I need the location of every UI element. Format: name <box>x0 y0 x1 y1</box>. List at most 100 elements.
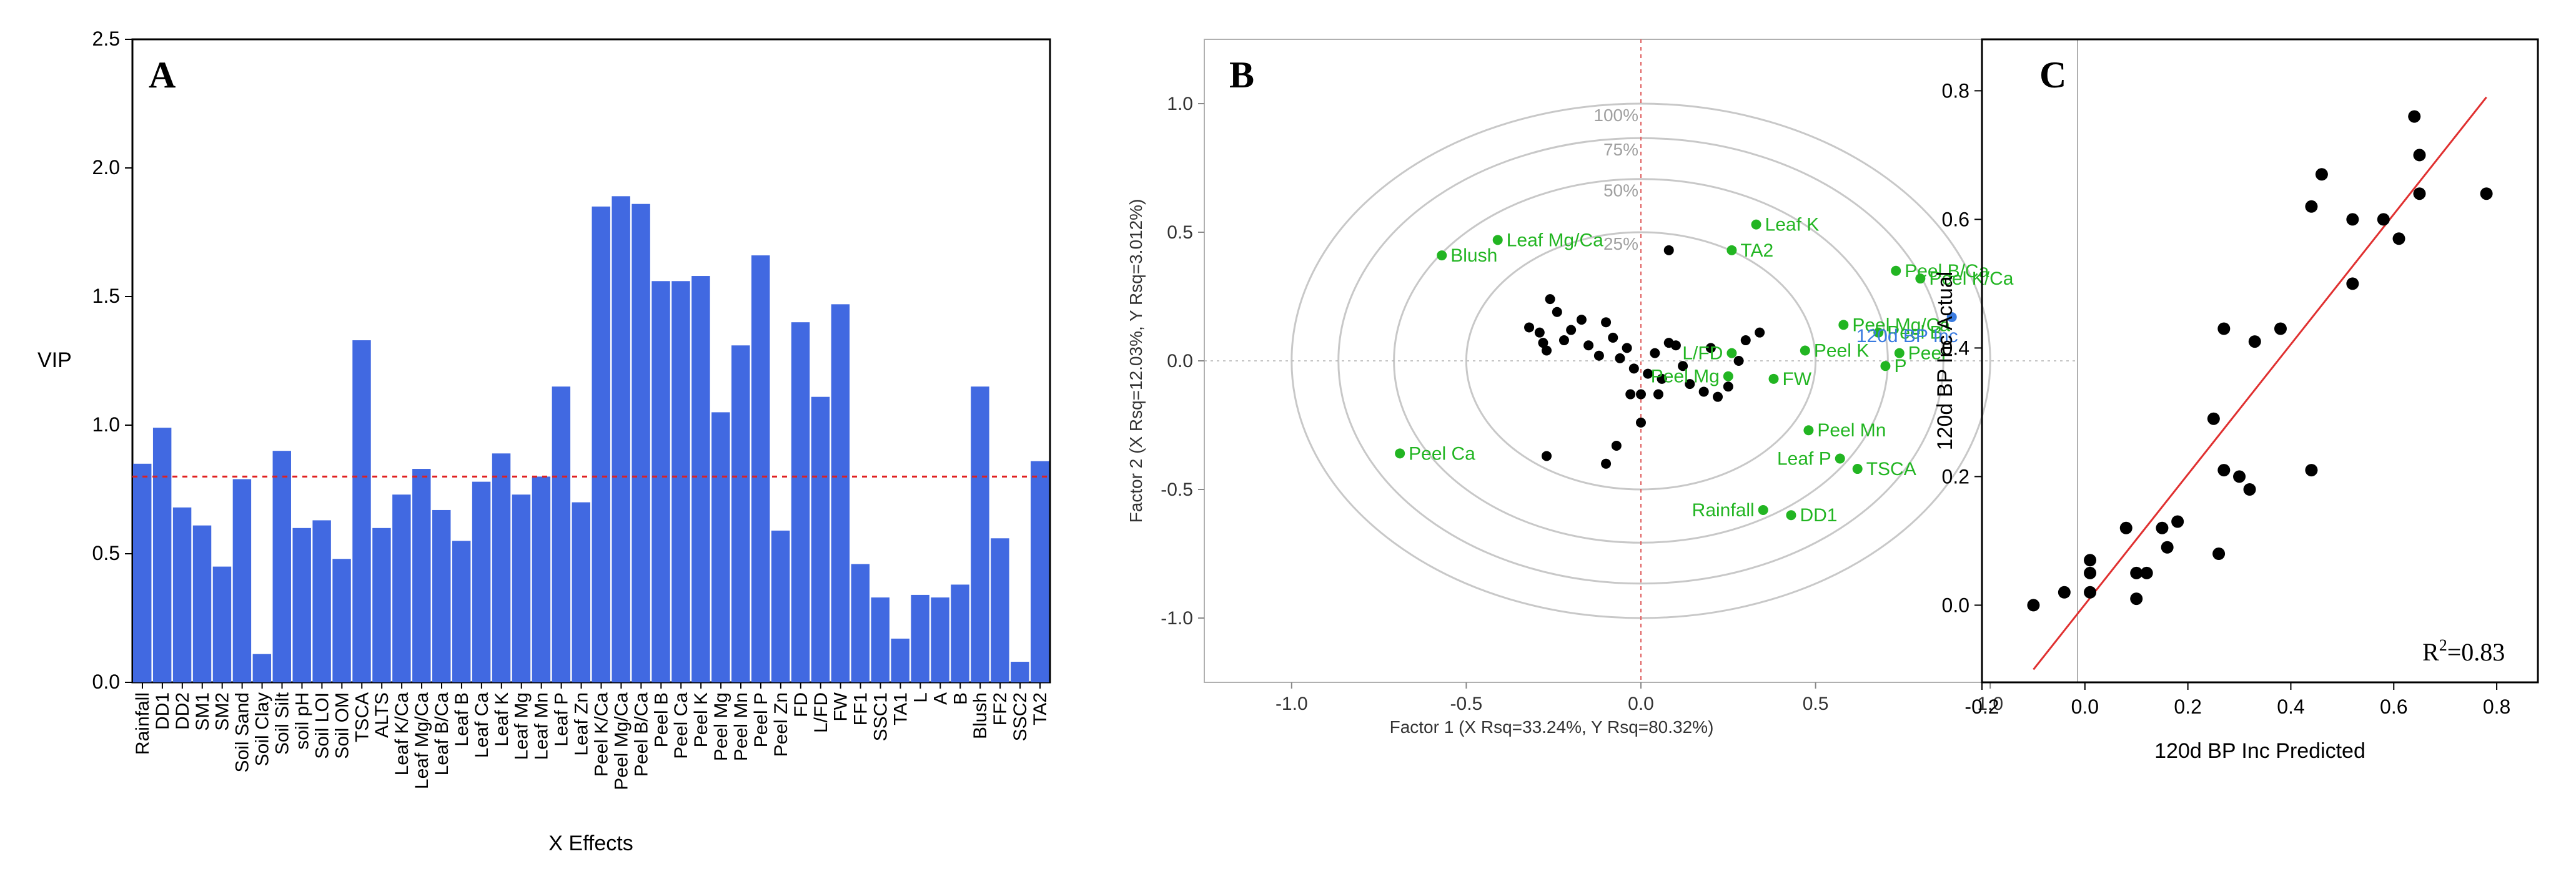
x-tick-label: Peel B/Ca <box>631 692 651 777</box>
data-point <box>2305 200 2318 213</box>
x-tick-label: SSC1 <box>871 692 891 741</box>
x-tick-label: Leaf Mg/Ca <box>412 692 432 789</box>
x-tick-label: Peel P <box>751 692 771 747</box>
panel-b-xlabel: Factor 1 (X Rsq=33.24%, Y Rsq=80.32%) <box>1390 717 1714 737</box>
loading-label: Blush <box>1450 245 1497 266</box>
data-point <box>2233 470 2246 483</box>
x-tick-label: 0.0 <box>2071 695 2099 718</box>
vip-bar <box>831 304 850 682</box>
x-tick-label: DD2 <box>172 692 193 730</box>
x-tick-label: A <box>930 692 951 705</box>
vip-bar <box>512 494 531 682</box>
score-point <box>1622 343 1632 353</box>
y-tick-label: 0.0 <box>1167 351 1193 371</box>
panel-b-ylabel: Factor 2 (X Rsq=12.03%, Y Rsq=3.012%) <box>1126 199 1146 523</box>
score-point <box>1593 350 1604 361</box>
vip-bar <box>432 509 451 682</box>
loading-point <box>1873 327 1884 338</box>
data-point <box>2392 232 2405 245</box>
panel-c-fit-line <box>2033 96 2487 670</box>
circle-label: 75% <box>1603 140 1638 159</box>
data-point <box>2119 521 2133 534</box>
vip-bar <box>412 469 431 682</box>
y-tick-label: 0.0 <box>1942 594 1969 616</box>
x-tick-label: SSC2 <box>1010 692 1031 741</box>
y-tick-label: 2.5 <box>92 27 120 50</box>
data-point <box>2084 566 2097 579</box>
score-point <box>1705 343 1716 353</box>
data-point <box>2161 541 2174 554</box>
score-point <box>1625 389 1636 400</box>
x-tick-label: Soil OM <box>332 692 352 759</box>
loading-label: Peel Ca <box>1409 443 1475 464</box>
data-point <box>2130 592 2143 606</box>
y-tick-label: 1.0 <box>92 413 120 436</box>
x-tick-label: L <box>910 692 931 703</box>
response-point <box>1946 312 1957 322</box>
y-tick-label: 0.2 <box>1942 465 1969 488</box>
data-point <box>2156 521 2169 534</box>
data-point <box>2212 548 2226 560</box>
x-tick-label: Soil Sand <box>232 692 253 772</box>
vip-bar <box>971 386 989 682</box>
loading-point <box>1894 348 1905 358</box>
loading-point <box>1838 320 1849 330</box>
x-tick-label: FW <box>831 692 851 721</box>
loading-point <box>1758 504 1768 515</box>
response-label: 120d BP Inc <box>1856 326 1958 346</box>
vip-bar <box>612 196 630 682</box>
x-tick-label: 0.2 <box>2174 695 2201 718</box>
data-point <box>2408 110 2421 123</box>
score-point <box>1542 345 1552 356</box>
score-point <box>1558 335 1569 346</box>
vip-bar <box>552 386 571 682</box>
loading-point <box>1835 453 1845 464</box>
loading-point <box>1768 373 1779 384</box>
x-tick-label: 0.4 <box>2277 695 2304 718</box>
loading-point <box>1891 265 1901 276</box>
x-tick-label: TA1 <box>890 692 911 725</box>
x-tick-label: -0.2 <box>1964 695 1999 718</box>
x-tick-label: Leaf B/Ca <box>432 692 452 776</box>
loading-label: FW <box>1782 369 1811 390</box>
y-tick-label: 0.5 <box>1167 222 1193 243</box>
y-tick-label: 0.8 <box>1942 79 1969 102</box>
vip-bar <box>731 345 750 682</box>
score-point <box>1643 368 1653 379</box>
score-point <box>1733 356 1744 366</box>
data-point <box>2480 187 2493 200</box>
panel-c-points <box>2027 110 2493 612</box>
vip-bar <box>232 479 252 682</box>
loading-label: DD1 <box>1800 505 1837 526</box>
vip-bar <box>492 453 511 682</box>
y-tick-label: -1.0 <box>1161 608 1193 629</box>
data-point <box>2027 599 2040 612</box>
data-point <box>2171 515 2184 528</box>
loading-label: Peel Mg/Ca <box>1852 315 1950 335</box>
loading-label: Peel Mn <box>1817 420 1886 441</box>
vip-bar <box>651 281 670 682</box>
loading-label: L/FD <box>1682 343 1723 364</box>
score-point <box>1636 417 1646 428</box>
loading-label: Leaf P <box>1777 449 1831 469</box>
vip-bar <box>572 502 590 682</box>
score-point <box>1542 451 1552 461</box>
loading-point <box>1492 235 1503 245</box>
y-tick-label: 1.5 <box>92 285 120 307</box>
panel-a-ylabel: VIP <box>37 348 72 372</box>
y-tick-label: 0.4 <box>1942 336 1969 359</box>
y-tick-label: 2.0 <box>92 156 120 179</box>
score-point <box>1740 335 1751 346</box>
x-tick-label: Leaf Zn <box>572 692 592 756</box>
vip-bar <box>1031 461 1049 682</box>
x-tick-label: Peel K <box>691 692 711 747</box>
vip-bar <box>372 528 391 682</box>
x-tick-label: Peel K/Ca <box>591 692 612 777</box>
loading-point <box>1880 361 1891 371</box>
loading-label: Peel Mg <box>1651 366 1720 387</box>
panel-b-axes: -1.0 -0.5 0.0 0.5 1.0 1.0 0.5 0.0 -0.5 -1.0 <box>1161 94 2003 714</box>
data-point <box>2377 213 2390 226</box>
score-point <box>1628 363 1639 374</box>
panel-a-label: A <box>149 54 176 96</box>
